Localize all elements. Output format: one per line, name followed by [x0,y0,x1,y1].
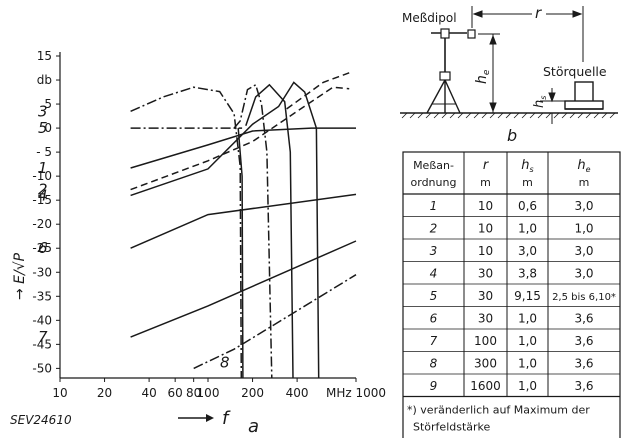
series-label-4: 4 [38,186,48,204]
x-tick-label: 20 [97,386,112,400]
series-label-7: 7 [38,328,48,346]
y-tick-label: 15 [37,49,52,63]
x-tick-label: 60 [168,386,183,400]
y-tick-label: -10 [32,169,52,183]
series-label-6: 6 [38,239,48,257]
panel-a-label: a [248,416,259,437]
series-8-line [193,274,357,370]
series-2-line [130,86,350,191]
y-tick-label: db [37,73,52,87]
x-tick-label: 40 [141,386,156,400]
x-tick-label: 100 [197,386,220,400]
series-label-5: 5 [38,119,48,137]
series-label-3: 3 [38,102,48,120]
y-tick-label: -15 [32,193,52,207]
y-tick-label: -35 [32,289,52,303]
series-6-line [130,193,357,249]
series-label-2: 2 [38,181,48,199]
y-tick-label: - 5 [36,145,52,159]
y-tick-label: 0 [44,121,52,135]
series-label-8: 8 [220,354,230,372]
x-tick-label: 200 [241,386,264,400]
x-tick-label: 400 [286,386,309,400]
series-7-line [130,240,357,338]
y-tick-label: -40 [32,313,52,327]
y-tick-label: -50 [32,361,52,375]
x-tick-label: 80 [186,386,201,400]
resonance-curve [286,72,350,110]
series-5-line [233,83,273,379]
series-4-line [130,81,320,379]
series-3-line [130,86,243,379]
y-tick-label: -30 [32,265,52,279]
series-1-line [130,127,356,169]
resonance-curve [237,128,244,379]
series-label-1: 1 [38,159,48,177]
y-tick-label: 5 [44,97,52,111]
y-tick-label: -25 [32,241,52,255]
figure-code: SEV24610 [10,413,72,427]
x-tick-label: MHz 1000 [326,386,386,400]
y-axis-label: → E/√P [12,252,28,300]
x-arrowhead [206,414,214,422]
y-tick-label: -20 [32,217,52,231]
resonance-curve [245,83,294,379]
x-axis-label: f [222,408,231,429]
y-tick-label: -45 [32,337,52,351]
x-tick-label: 10 [52,386,67,400]
